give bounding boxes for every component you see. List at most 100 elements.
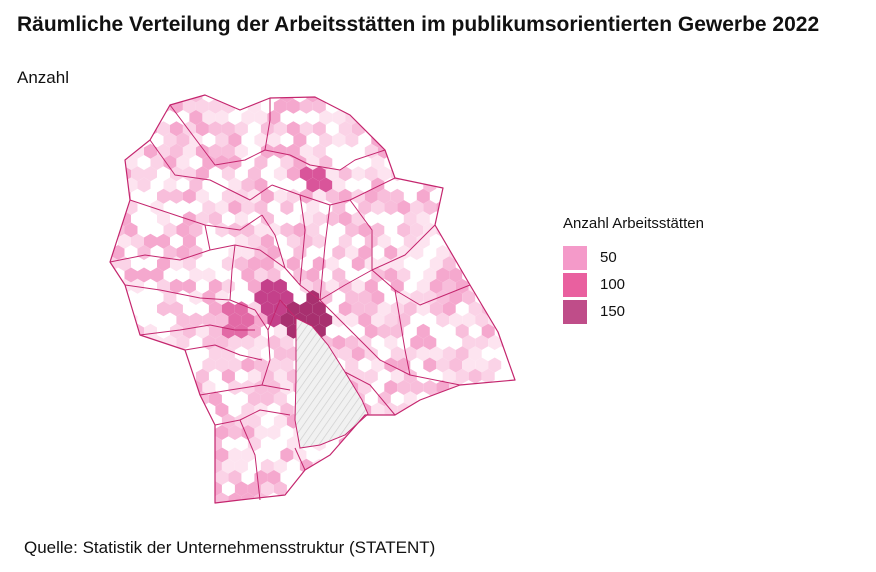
hex-cell: [228, 380, 242, 395]
hex-cell: [202, 380, 216, 395]
hex-cell: [475, 132, 489, 148]
hex-cell: [325, 188, 339, 204]
legend-label-50: 50: [600, 249, 617, 266]
hex-cell: [299, 121, 313, 137]
hex-cell: [468, 121, 482, 137]
hex-cell: [371, 290, 385, 305]
hex-cell: [273, 188, 287, 204]
hex-cell: [137, 425, 151, 440]
hex-cell: [436, 290, 450, 305]
hex-cell: [371, 155, 385, 170]
hex-cell: [455, 458, 469, 474]
hex-cell: [260, 391, 274, 407]
hex-cell: [195, 166, 209, 182]
hex-cell: [462, 425, 476, 440]
hex-cell: [260, 121, 274, 137]
hex-cell: [182, 278, 196, 294]
hex-cell: [403, 301, 417, 317]
hex-cell: [384, 380, 398, 395]
hex-cell: [494, 121, 508, 137]
hex-cell: [429, 346, 443, 362]
hex-cell: [260, 301, 274, 317]
hex-cell: [416, 346, 430, 362]
hex-cell: [494, 211, 508, 227]
hex-cell: [501, 245, 515, 260]
hex-cell: [215, 200, 229, 215]
hex-cell: [267, 290, 281, 305]
hex-cell: [247, 368, 261, 384]
hex-cell: [293, 267, 307, 283]
hex-cell: [150, 447, 164, 463]
hex-cell: [390, 346, 404, 362]
hex-cell: [507, 458, 515, 474]
hex-cell: [468, 256, 482, 272]
hex-cell: [351, 166, 365, 182]
hex-cell: [202, 200, 216, 215]
hex-cell: [351, 301, 365, 317]
hex-cell: [390, 188, 404, 204]
hex-cell: [273, 346, 287, 362]
hex-cell: [462, 95, 476, 103]
hex-cell: [163, 470, 177, 485]
hex-cell: [195, 98, 209, 114]
hex-cell: [254, 222, 268, 238]
hex-cell: [182, 121, 196, 137]
hex-cell: [449, 312, 463, 328]
hex-cell: [110, 188, 118, 204]
hex-cell: [423, 425, 437, 440]
hex-cell: [397, 132, 411, 148]
hex-cell: [338, 458, 352, 474]
hex-cell: [189, 222, 203, 238]
hex-cell: [429, 166, 443, 182]
hex-cell: [351, 278, 365, 294]
hex-cell: [286, 98, 300, 114]
hex-cell: [241, 110, 255, 125]
hex-cell: [384, 110, 398, 125]
hex-cell: [150, 470, 164, 485]
hex-cell: [176, 492, 190, 503]
hex-cell: [273, 143, 287, 159]
hex-cell: [241, 402, 255, 418]
hex-cell: [234, 301, 248, 317]
hex-cell: [195, 121, 209, 137]
hex-cell: [215, 470, 229, 485]
hex-cell: [306, 470, 320, 485]
hex-cell: [397, 447, 411, 463]
hex-cell: [507, 391, 515, 407]
hex-cell: [488, 177, 502, 193]
hex-cell: [429, 98, 443, 114]
hex-cell: [436, 357, 450, 373]
hex-cell: [195, 143, 209, 159]
hex-cell: [507, 121, 515, 137]
hex-cell: [475, 200, 489, 215]
hex-cell: [377, 166, 391, 182]
hex-cell: [507, 413, 515, 429]
hex-cell: [364, 233, 378, 249]
hex-cell: [403, 368, 417, 384]
hex-cell: [254, 380, 268, 395]
hex-cell: [338, 166, 352, 182]
hex-cell: [455, 481, 469, 497]
hex-cell: [377, 98, 391, 114]
hex-cell: [110, 245, 112, 260]
hex-cell: [384, 312, 398, 328]
hex-cell: [475, 110, 489, 125]
hex-cell: [358, 290, 372, 305]
hex-cell: [345, 132, 359, 148]
hex-cell: [429, 301, 443, 317]
hex-cell: [299, 301, 313, 317]
hex-cell: [507, 301, 515, 317]
hex-cell: [124, 425, 138, 440]
hex-cell: [481, 413, 495, 429]
hex-cell: [397, 492, 411, 503]
hex-cell: [280, 222, 294, 238]
hex-cell: [455, 368, 469, 384]
hex-cell: [110, 391, 118, 407]
hex-cell: [306, 95, 320, 103]
hex-cell: [468, 166, 482, 182]
hex-cell: [319, 110, 333, 125]
hex-cell: [293, 132, 307, 148]
hex-cell: [449, 470, 463, 485]
hex-cell: [157, 211, 170, 227]
hex-cell: [423, 95, 437, 103]
